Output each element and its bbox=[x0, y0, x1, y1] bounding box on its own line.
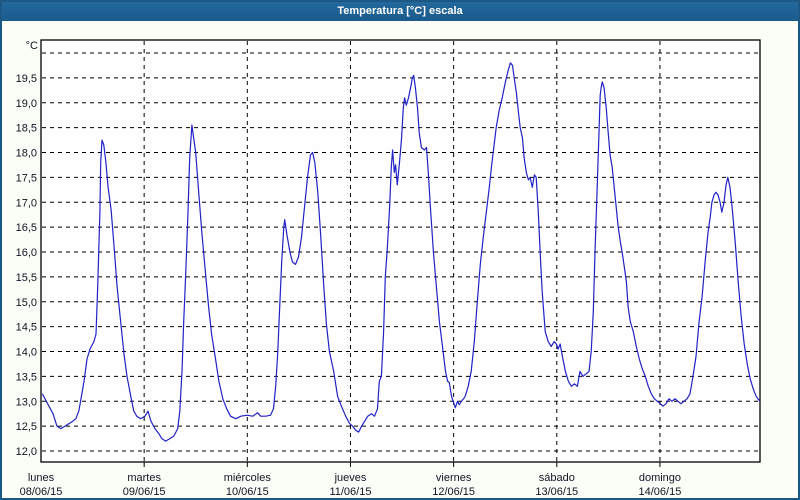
y-tick-label: 13,0 bbox=[16, 396, 37, 408]
x-day-name-label: domingo bbox=[639, 472, 681, 484]
y-tick-label: 16,0 bbox=[16, 247, 37, 259]
x-day-date-label: 10/06/15 bbox=[226, 486, 269, 498]
y-tick-label: 15,5 bbox=[16, 272, 37, 284]
y-tick-label: 17,0 bbox=[16, 197, 37, 209]
y-tick-label: 19,0 bbox=[16, 98, 37, 110]
y-tick-label: 15,0 bbox=[16, 297, 37, 309]
y-tick-label: 14,0 bbox=[16, 347, 37, 359]
y-tick-label: 18,5 bbox=[16, 123, 37, 135]
x-day-date-label: 12/06/15 bbox=[432, 486, 475, 498]
y-axis-unit-label: °C bbox=[26, 40, 38, 52]
plot-border bbox=[40, 39, 761, 463]
title-bar: Temperatura [°C] escala bbox=[2, 2, 798, 21]
x-day-date-label: 14/06/15 bbox=[639, 486, 682, 498]
y-tick-label: 12,5 bbox=[16, 421, 37, 433]
y-tick-label: 13,5 bbox=[16, 371, 37, 383]
y-tick-label: 17,5 bbox=[16, 172, 37, 184]
plot-background bbox=[41, 40, 760, 462]
x-day-date-label: 09/06/15 bbox=[123, 486, 166, 498]
y-tick-label: 19,5 bbox=[16, 73, 37, 85]
x-day-date-label: 08/06/15 bbox=[20, 486, 63, 498]
temperature-chart: °C 19,5 19,0 18,5 18,0 17,5 17,0 16,5 16,0 15,5 15… bbox=[16, 39, 761, 498]
y-tick-label: 18,0 bbox=[16, 148, 37, 160]
window-title: Temperatura [°C] escala bbox=[337, 5, 463, 17]
x-day-name-label: jueves bbox=[334, 472, 367, 484]
x-day-name-label: lunes bbox=[28, 472, 55, 484]
y-tick-label: 12,0 bbox=[16, 446, 37, 458]
chart-area: °C 19,5 19,0 18,5 18,0 17,5 17,0 16,5 16,0 15,5 15… bbox=[2, 21, 798, 498]
temperature-series-line bbox=[41, 62, 761, 442]
x-day-date-label: 11/06/15 bbox=[329, 486, 371, 498]
y-tick-label: 14,5 bbox=[16, 322, 37, 334]
x-day-name-label: martes bbox=[127, 472, 161, 484]
x-day-name-label: sábado bbox=[539, 472, 575, 484]
y-tick-label: 16,5 bbox=[16, 222, 37, 234]
x-day-name-label: viernes bbox=[436, 472, 472, 484]
x-day-date-label: 13/06/15 bbox=[535, 486, 578, 498]
x-day-name-label: miércoles bbox=[224, 472, 272, 484]
